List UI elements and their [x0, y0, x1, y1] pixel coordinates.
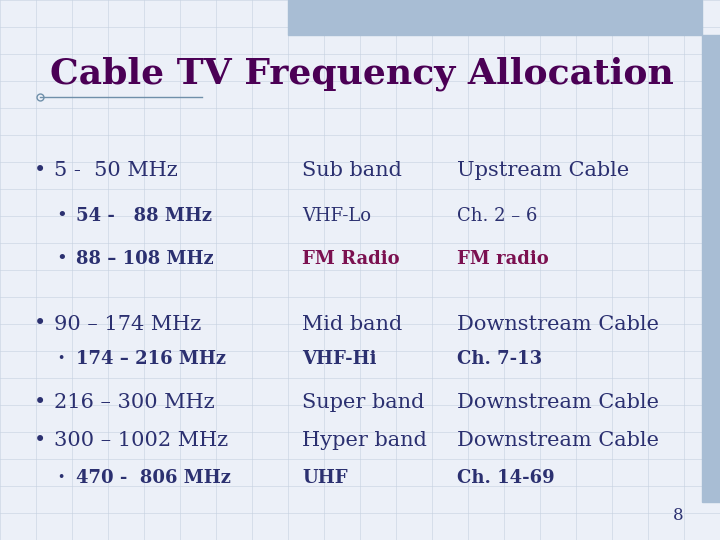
Text: Ch. 2 – 6: Ch. 2 – 6: [457, 207, 538, 225]
Text: 88 – 108 MHz: 88 – 108 MHz: [76, 250, 213, 268]
Bar: [702, 35, 720, 502]
Text: •: •: [33, 393, 46, 412]
Text: ·: ·: [57, 345, 66, 373]
Text: 300 – 1002 MHz: 300 – 1002 MHz: [54, 430, 228, 450]
Text: UHF: UHF: [302, 469, 348, 487]
Text: Sub band: Sub band: [302, 160, 402, 180]
Text: •: •: [56, 207, 66, 225]
Text: 216 – 300 MHz: 216 – 300 MHz: [54, 393, 215, 412]
Text: 5 -  50 MHz: 5 - 50 MHz: [54, 160, 178, 180]
Text: Super band: Super band: [302, 393, 425, 412]
Text: Upstream Cable: Upstream Cable: [457, 160, 629, 180]
Text: •: •: [33, 314, 46, 334]
Text: ·: ·: [57, 464, 66, 492]
Text: 90 – 174 MHz: 90 – 174 MHz: [54, 314, 202, 334]
Text: •: •: [56, 250, 66, 268]
Text: Downstream Cable: Downstream Cable: [457, 314, 660, 334]
Text: •: •: [33, 430, 46, 450]
Text: Hyper band: Hyper band: [302, 430, 427, 450]
Text: Downstream Cable: Downstream Cable: [457, 393, 660, 412]
Text: Ch. 14-69: Ch. 14-69: [457, 469, 555, 487]
Text: •: •: [33, 160, 46, 180]
Text: FM Radio: FM Radio: [302, 250, 400, 268]
Text: VHF-Lo: VHF-Lo: [302, 207, 372, 225]
Text: Cable TV Frequency Allocation: Cable TV Frequency Allocation: [50, 57, 674, 91]
Text: 470 -  806 MHz: 470 - 806 MHz: [76, 469, 230, 487]
Text: VHF-Hi: VHF-Hi: [302, 350, 377, 368]
Text: Downstream Cable: Downstream Cable: [457, 430, 660, 450]
Text: 8: 8: [673, 507, 684, 524]
Text: Mid band: Mid band: [302, 314, 402, 334]
Text: FM radio: FM radio: [457, 250, 549, 268]
Bar: [288, 0, 702, 35]
Text: 174 – 216 MHz: 174 – 216 MHz: [76, 350, 225, 368]
Text: Ch. 7-13: Ch. 7-13: [457, 350, 542, 368]
Text: 54 -   88 MHz: 54 - 88 MHz: [76, 207, 212, 225]
